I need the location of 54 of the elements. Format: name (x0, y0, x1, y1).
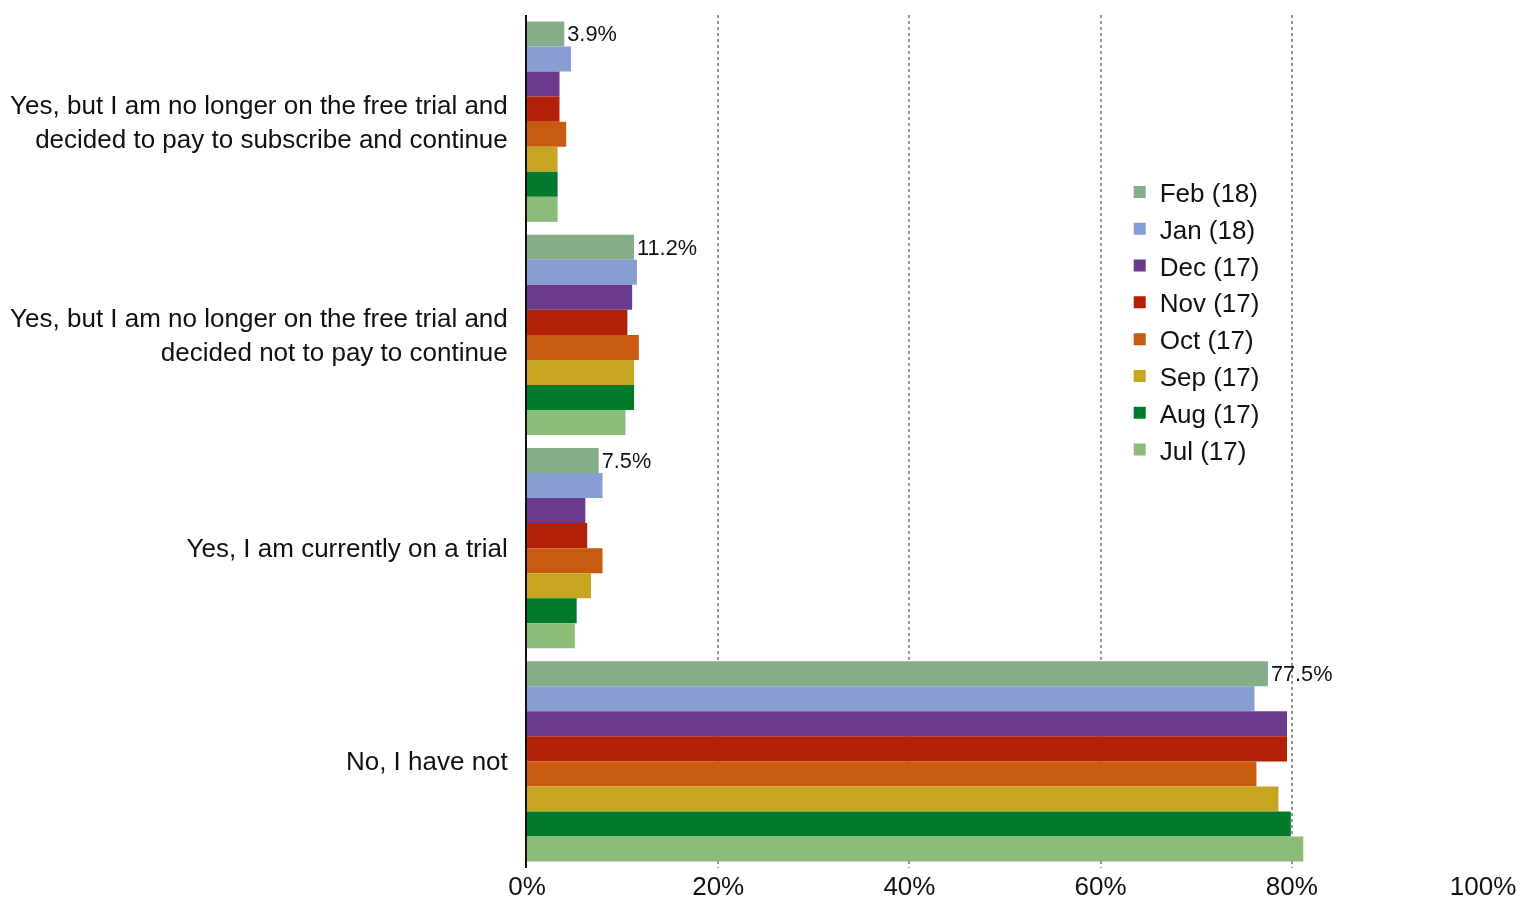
x-tick-label: 60% (1074, 871, 1127, 901)
bar (527, 761, 1257, 787)
bar (527, 447, 599, 473)
bar (527, 384, 635, 411)
legend-label: Dec (17) (1159, 251, 1260, 282)
legend-label: Feb (18) (1159, 178, 1258, 209)
x-tick-label: 40% (883, 871, 936, 901)
bar (527, 46, 571, 72)
x-tick-label: 100% (1449, 871, 1517, 901)
bar (527, 196, 558, 222)
bar (527, 21, 565, 47)
bar (527, 623, 575, 649)
bar (527, 836, 1304, 862)
bar (527, 359, 635, 385)
bar (527, 573, 592, 599)
x-tick-label: 0% (508, 871, 546, 901)
bar (527, 234, 635, 260)
bar (527, 523, 588, 549)
data-label: 11.2% (637, 234, 698, 260)
data-label: 77.5% (1270, 661, 1333, 687)
legend-label: Nov (17) (1159, 288, 1260, 319)
bar (527, 284, 633, 310)
data-label: 7.5% (601, 447, 652, 473)
bar (527, 334, 639, 360)
bar (527, 472, 603, 499)
y-tick-label: Yes, I am currently on a trial (186, 533, 508, 564)
bar (527, 786, 1279, 812)
legend-label: Oct (17) (1159, 325, 1254, 356)
bar (527, 410, 626, 436)
bar (527, 548, 603, 574)
data-label: 3.9% (567, 21, 617, 47)
bar (527, 498, 586, 524)
bar (527, 71, 560, 97)
y-tick-label: Yes, but I am no longer on the free trial and decided not to pay to continue (10, 303, 508, 367)
bar (527, 598, 577, 624)
x-tick-label: 80% (1265, 871, 1318, 901)
bar (527, 96, 560, 122)
y-tick-label: Yes, but I am no longer on the free trial and decided to pay to subscribe and continue (10, 89, 508, 154)
bar (527, 736, 1288, 762)
bar (527, 309, 628, 335)
legend-label: Sep (17) (1159, 362, 1260, 393)
legend-label: Jan (18) (1159, 214, 1256, 245)
legend-label: Jul (17) (1159, 435, 1247, 466)
bar (527, 686, 1255, 712)
bar (527, 171, 558, 197)
bar (527, 661, 1268, 687)
bar (527, 711, 1288, 737)
x-tick-label: 20% (692, 871, 745, 901)
bar (527, 811, 1291, 837)
bar (527, 146, 558, 172)
bar (527, 259, 637, 285)
legend-label: Aug (17) (1159, 398, 1260, 429)
y-tick-label: No, I have not (345, 746, 509, 777)
bar (527, 121, 567, 147)
